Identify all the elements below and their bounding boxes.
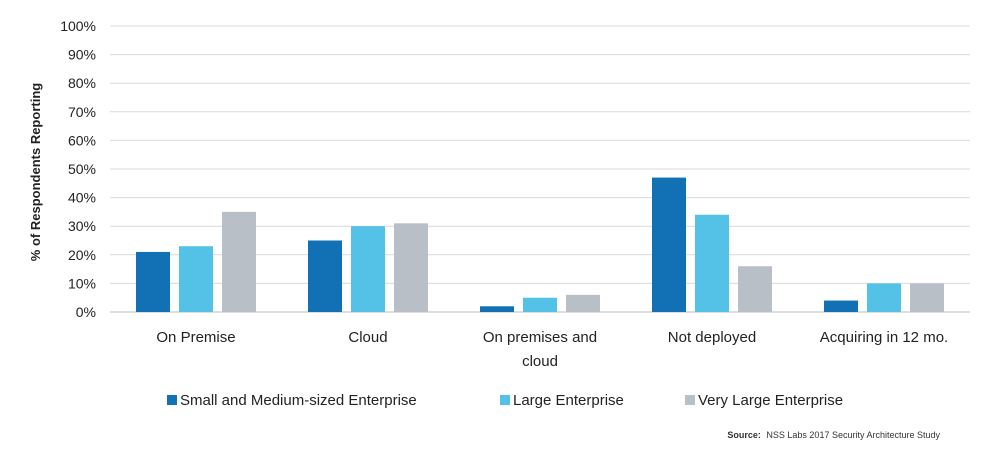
bars [136,177,944,312]
source-note: Source: NSS Labs 2017 Security Architect… [727,430,940,440]
y-axis-ticks: 0% 10% 20% 30% 40% 50% 60% 70% 80% 90% 100% [60,18,96,320]
legend-swatch [685,395,695,405]
y-tick-label: 90% [68,47,96,63]
x-category-label: Acquiring in 12 mo. [820,329,948,346]
y-tick-label: 60% [68,132,96,148]
y-axis-label: % of Respondents Reporting [28,83,43,261]
bar [179,246,213,312]
y-tick-label: 50% [68,161,96,177]
y-tick-label: 100% [60,18,96,34]
bar [136,251,170,312]
bar [824,300,858,312]
bar [652,177,686,312]
legend-swatch [167,395,177,405]
bar [695,214,729,312]
x-category-label: On premises and cloud [483,329,597,370]
legend: Small and Medium-sized Enterprise Large E… [167,392,843,409]
legend-swatch [500,395,510,405]
x-axis-categories: On Premise Cloud On premises and cloud Not d… [156,329,948,370]
legend-label: Very Large Enterprise [698,392,843,409]
bar [867,283,901,312]
y-tick-label: 30% [68,218,96,234]
bar [308,240,342,312]
bar [394,223,428,312]
bar [480,306,514,312]
bar [523,297,557,312]
legend-label: Large Enterprise [513,392,624,409]
legend-label: Small and Medium-sized Enterprise [180,392,417,409]
x-category-label: Not deployed [668,329,756,346]
bar [566,294,600,312]
y-tick-label: 40% [68,190,96,206]
y-tick-label: 20% [68,247,96,263]
bar [222,211,256,312]
source-text: NSS Labs 2017 Security Architecture Stud… [766,430,940,440]
x-category-label: On Premise [156,329,235,346]
source-label: Source: [727,430,761,440]
y-tick-label: 10% [68,275,96,291]
y-tick-label: 70% [68,104,96,120]
bar [910,283,944,312]
x-category-label: Cloud [348,329,387,346]
y-tick-label: 0% [76,304,96,320]
bar [738,266,772,312]
y-tick-label: 80% [68,75,96,91]
bar [351,226,385,312]
